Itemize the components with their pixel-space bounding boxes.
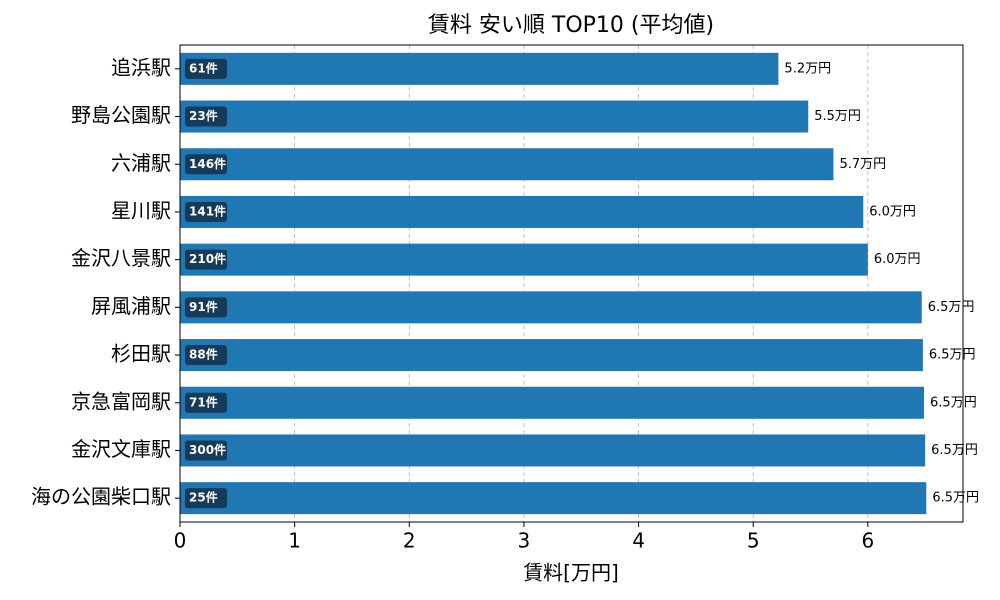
- count-label: 71件: [189, 394, 218, 409]
- count-badge: [185, 106, 227, 127]
- value-label: 5.5万円: [814, 109, 861, 124]
- count-badge: [185, 154, 227, 175]
- count-badge: [185, 488, 227, 509]
- bar: [180, 434, 926, 467]
- bar: [180, 52, 779, 85]
- x-tick-label: 0: [174, 529, 187, 553]
- value-label: 5.7万円: [839, 157, 886, 172]
- count-badge: [185, 345, 227, 366]
- count-badge: [185, 440, 227, 461]
- count-label: 88件: [189, 347, 218, 362]
- bar: [180, 339, 923, 372]
- value-label: 6.0万円: [874, 252, 921, 267]
- y-tick-label: 野島公園駅: [71, 103, 171, 127]
- x-tick-label: 1: [288, 529, 301, 553]
- y-tick-label: 星川駅: [111, 198, 171, 222]
- y-tick-label: 金沢文庫駅: [71, 437, 171, 461]
- count-label: 25件: [189, 490, 218, 505]
- value-label: 6.5万円: [929, 348, 976, 363]
- count-label: 210件: [189, 251, 226, 266]
- value-label: 6.5万円: [932, 491, 979, 506]
- value-label: 6.5万円: [931, 443, 978, 458]
- y-tick-label: 六浦駅: [111, 151, 171, 175]
- bar: [180, 386, 925, 419]
- x-tick-label: 5: [747, 529, 760, 553]
- value-label: 6.5万円: [928, 300, 975, 315]
- bar: [180, 243, 868, 276]
- bar: [180, 291, 922, 324]
- count-label: 141件: [189, 203, 226, 218]
- count-label: 146件: [189, 156, 226, 171]
- chart-title: 賃料 安い順 TOP10 (平均値): [428, 13, 714, 38]
- count-label: 91件: [189, 299, 218, 314]
- bar: [180, 148, 834, 181]
- x-axis-label: 賃料[万円]: [523, 561, 619, 585]
- plot-frame: [179, 44, 964, 523]
- bar: [180, 195, 864, 228]
- y-tick-label: 杉田駅: [111, 342, 171, 366]
- count-label: 23件: [189, 108, 218, 123]
- y-tick-label: 追浜駅: [111, 55, 171, 79]
- y-tick-label: 金沢八景駅: [71, 246, 171, 270]
- count-badge: [185, 249, 227, 270]
- value-label: 6.0万円: [869, 204, 916, 219]
- count-label: 61件: [189, 60, 218, 75]
- y-tick-label: 海の公園柴口駅: [31, 485, 171, 509]
- count-badge: [185, 297, 227, 318]
- count-label: 300件: [189, 442, 226, 457]
- bar: [180, 482, 927, 515]
- y-tick-label: 屏風浦駅: [91, 294, 171, 318]
- count-badge: [185, 392, 227, 413]
- x-tick-label: 3: [518, 529, 531, 553]
- y-tick-label: 京急富岡駅: [71, 389, 171, 413]
- count-badge: [185, 58, 227, 79]
- value-label: 6.5万円: [930, 395, 977, 410]
- x-tick-label: 2: [403, 529, 416, 553]
- x-tick-label: 4: [632, 529, 645, 553]
- bar: [180, 100, 809, 133]
- value-label: 5.2万円: [784, 61, 831, 76]
- count-badge: [185, 201, 227, 222]
- x-tick-label: 6: [861, 529, 874, 553]
